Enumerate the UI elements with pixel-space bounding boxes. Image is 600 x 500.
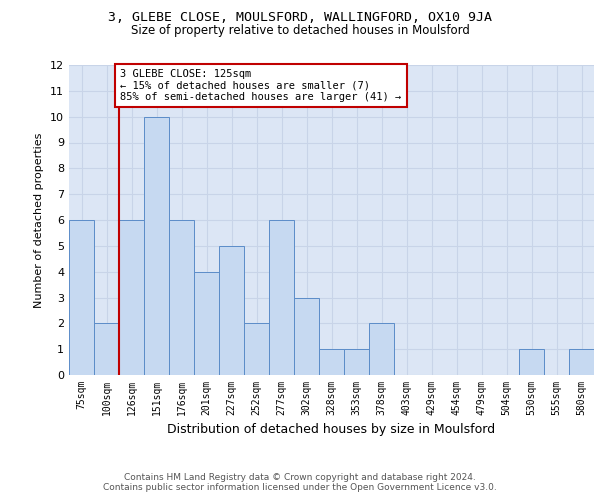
Bar [219,246,244,375]
X-axis label: Distribution of detached houses by size in Moulsford: Distribution of detached houses by size … [167,424,496,436]
Y-axis label: Number of detached properties: Number of detached properties [34,132,44,308]
Bar [69,220,94,375]
Bar [319,349,344,375]
Bar [169,220,194,375]
Bar [119,220,144,375]
Bar [369,324,394,375]
Text: 3 GLEBE CLOSE: 125sqm
← 15% of detached houses are smaller (7)
85% of semi-detac: 3 GLEBE CLOSE: 125sqm ← 15% of detached … [120,69,401,102]
Bar [144,116,169,375]
Bar [344,349,369,375]
Text: Contains HM Land Registry data © Crown copyright and database right 2024.
Contai: Contains HM Land Registry data © Crown c… [103,473,497,492]
Bar [94,324,119,375]
Bar [244,324,269,375]
Bar [569,349,594,375]
Bar [194,272,219,375]
Bar [519,349,544,375]
Bar [294,298,319,375]
Text: Size of property relative to detached houses in Moulsford: Size of property relative to detached ho… [131,24,469,37]
Bar [269,220,294,375]
Text: 3, GLEBE CLOSE, MOULSFORD, WALLINGFORD, OX10 9JA: 3, GLEBE CLOSE, MOULSFORD, WALLINGFORD, … [108,11,492,24]
